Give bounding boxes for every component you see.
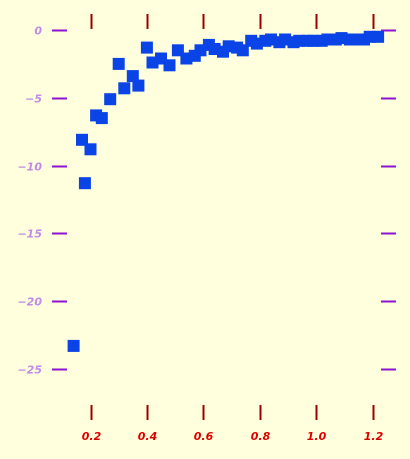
data-point (236, 44, 249, 57)
data-point (372, 30, 385, 43)
data-point (104, 93, 117, 106)
y-tick-label: −25 (17, 364, 42, 377)
data-point (112, 57, 125, 70)
y-tick-label: 0 (34, 25, 42, 38)
x-tick-label: 0.2 (82, 430, 102, 443)
y-axis: 0 −5 −10 −15 −20 −25 (17, 25, 396, 377)
data-point (126, 70, 139, 83)
x-tick-label: 0.6 (194, 430, 214, 443)
data-point (118, 82, 131, 95)
y-tick-label: −15 (17, 228, 42, 241)
x-axis: 0.2 0.4 0.6 0.8 1.0 1.2 (82, 14, 384, 443)
data-point (95, 112, 108, 125)
y-tick-label: −10 (17, 161, 42, 174)
data-point (84, 143, 97, 156)
data-point (163, 59, 176, 72)
y-tick-label: −20 (17, 296, 42, 309)
y-tick-label: −5 (25, 93, 42, 106)
data-point (132, 79, 145, 92)
x-tick-label: 0.4 (138, 430, 158, 443)
data-point (140, 41, 153, 54)
data-point (67, 339, 80, 352)
x-tick-label: 0.8 (251, 430, 271, 443)
data-points (67, 30, 385, 352)
x-tick-label: 1.0 (307, 430, 327, 443)
data-point (78, 177, 91, 190)
x-tick-label: 1.2 (364, 430, 384, 443)
data-point (76, 133, 88, 146)
